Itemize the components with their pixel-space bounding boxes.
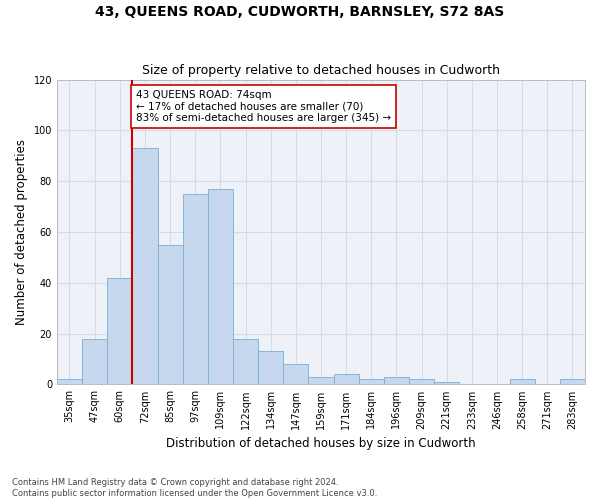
Bar <box>334 374 359 384</box>
Bar <box>82 338 107 384</box>
Bar <box>283 364 308 384</box>
Bar <box>560 380 585 384</box>
Bar <box>308 377 334 384</box>
Bar <box>133 148 158 384</box>
Bar <box>384 377 409 384</box>
Bar <box>57 380 82 384</box>
Bar <box>359 380 384 384</box>
Y-axis label: Number of detached properties: Number of detached properties <box>15 139 28 325</box>
Bar <box>182 194 208 384</box>
Bar <box>258 352 283 384</box>
Bar <box>107 278 133 384</box>
Text: 43 QUEENS ROAD: 74sqm
← 17% of detached houses are smaller (70)
83% of semi-deta: 43 QUEENS ROAD: 74sqm ← 17% of detached … <box>136 90 391 123</box>
X-axis label: Distribution of detached houses by size in Cudworth: Distribution of detached houses by size … <box>166 437 476 450</box>
Bar <box>233 338 258 384</box>
Text: Contains HM Land Registry data © Crown copyright and database right 2024.
Contai: Contains HM Land Registry data © Crown c… <box>12 478 377 498</box>
Bar <box>208 189 233 384</box>
Title: Size of property relative to detached houses in Cudworth: Size of property relative to detached ho… <box>142 64 500 77</box>
Bar <box>409 380 434 384</box>
Bar <box>434 382 459 384</box>
Bar <box>509 380 535 384</box>
Bar <box>158 244 182 384</box>
Text: 43, QUEENS ROAD, CUDWORTH, BARNSLEY, S72 8AS: 43, QUEENS ROAD, CUDWORTH, BARNSLEY, S72… <box>95 5 505 19</box>
